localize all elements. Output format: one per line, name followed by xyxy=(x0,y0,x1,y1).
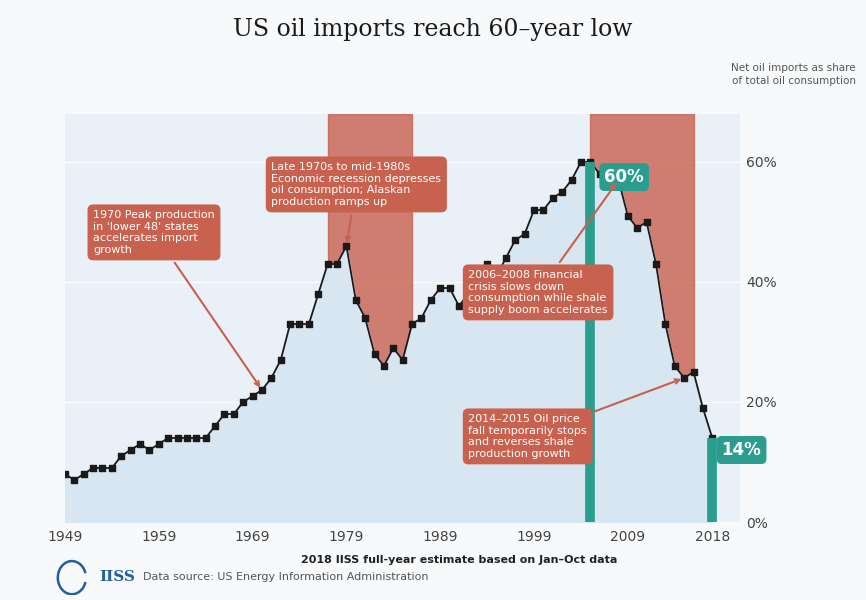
Point xyxy=(687,367,701,377)
Point xyxy=(302,319,316,329)
Point xyxy=(630,223,644,233)
Text: Net oil imports as share
of total oil consumption: Net oil imports as share of total oil co… xyxy=(731,63,856,86)
Point xyxy=(415,313,429,323)
Point xyxy=(161,433,175,443)
Point xyxy=(190,433,204,443)
Point xyxy=(152,439,165,449)
Point xyxy=(283,319,297,329)
Text: 2018 IISS full-year estimate based on Jan–Oct data: 2018 IISS full-year estimate based on Ja… xyxy=(301,555,617,565)
Point xyxy=(320,259,334,269)
Point xyxy=(677,373,691,383)
Point xyxy=(171,433,184,443)
Point xyxy=(142,445,156,455)
Point xyxy=(180,433,194,443)
Point xyxy=(198,433,212,443)
Point xyxy=(705,433,719,443)
Point xyxy=(565,175,578,185)
Text: Late 1970s to mid-1980s
Economic recession depresses
oil consumption; Alaskan
pr: Late 1970s to mid-1980s Economic recessi… xyxy=(271,162,442,241)
Text: Data source: US Energy Information Administration: Data source: US Energy Information Admin… xyxy=(143,572,429,582)
Point xyxy=(77,469,91,479)
Point xyxy=(696,403,710,413)
Point xyxy=(611,175,625,185)
Text: 60%: 60% xyxy=(604,168,644,186)
Point xyxy=(668,361,682,371)
Point xyxy=(518,229,532,239)
Point xyxy=(592,169,606,179)
Text: US oil imports reach 60–year low: US oil imports reach 60–year low xyxy=(233,18,633,41)
Text: 2006–2008 Financial
crisis slows down
consumption while shale
supply boom accele: 2006–2008 Financial crisis slows down co… xyxy=(469,184,616,315)
Point xyxy=(640,217,654,227)
Point xyxy=(546,193,559,203)
Point xyxy=(658,319,672,329)
Point xyxy=(330,259,344,269)
Point xyxy=(86,463,100,473)
Point xyxy=(264,373,278,383)
Point xyxy=(133,439,147,449)
Point xyxy=(359,313,372,323)
Point xyxy=(217,409,231,419)
Point xyxy=(386,343,400,353)
Bar xyxy=(591,114,694,522)
Point xyxy=(367,349,381,359)
Point xyxy=(227,409,241,419)
Point xyxy=(480,259,494,269)
Point xyxy=(602,169,616,179)
Point xyxy=(236,397,250,407)
Point xyxy=(471,271,485,281)
Point xyxy=(377,361,391,371)
Text: IISS: IISS xyxy=(100,570,135,584)
Text: 1970 Peak production
in 'lower 48' states
accelerates import
growth: 1970 Peak production in 'lower 48' state… xyxy=(93,210,259,386)
Bar xyxy=(327,114,412,522)
Point xyxy=(339,241,353,251)
Point xyxy=(584,157,598,167)
Point xyxy=(433,283,447,293)
Point xyxy=(536,205,550,215)
Point xyxy=(621,211,635,221)
Point xyxy=(114,451,128,461)
Point xyxy=(95,463,109,473)
Point xyxy=(499,253,513,263)
Point xyxy=(527,205,541,215)
Text: 14%: 14% xyxy=(721,441,761,459)
Point xyxy=(405,319,419,329)
Point xyxy=(489,271,503,281)
Point xyxy=(68,475,81,485)
Point xyxy=(555,187,569,197)
Point xyxy=(105,463,119,473)
Point xyxy=(255,385,268,395)
Point xyxy=(423,295,437,305)
Point xyxy=(396,355,410,365)
Point xyxy=(452,301,466,311)
Point xyxy=(649,259,662,269)
Point xyxy=(574,157,588,167)
Point xyxy=(462,289,475,299)
Point xyxy=(443,283,456,293)
Point xyxy=(274,355,288,365)
Point xyxy=(246,391,260,401)
Point xyxy=(508,235,522,245)
Point xyxy=(349,295,363,305)
Point xyxy=(58,469,72,479)
Point xyxy=(124,445,138,455)
Point xyxy=(208,421,222,431)
Point xyxy=(311,289,325,299)
Text: 2014–2015 Oil price
fall temporarily stops
and reverses shale
production growth: 2014–2015 Oil price fall temporarily sto… xyxy=(469,379,679,459)
Point xyxy=(293,319,307,329)
